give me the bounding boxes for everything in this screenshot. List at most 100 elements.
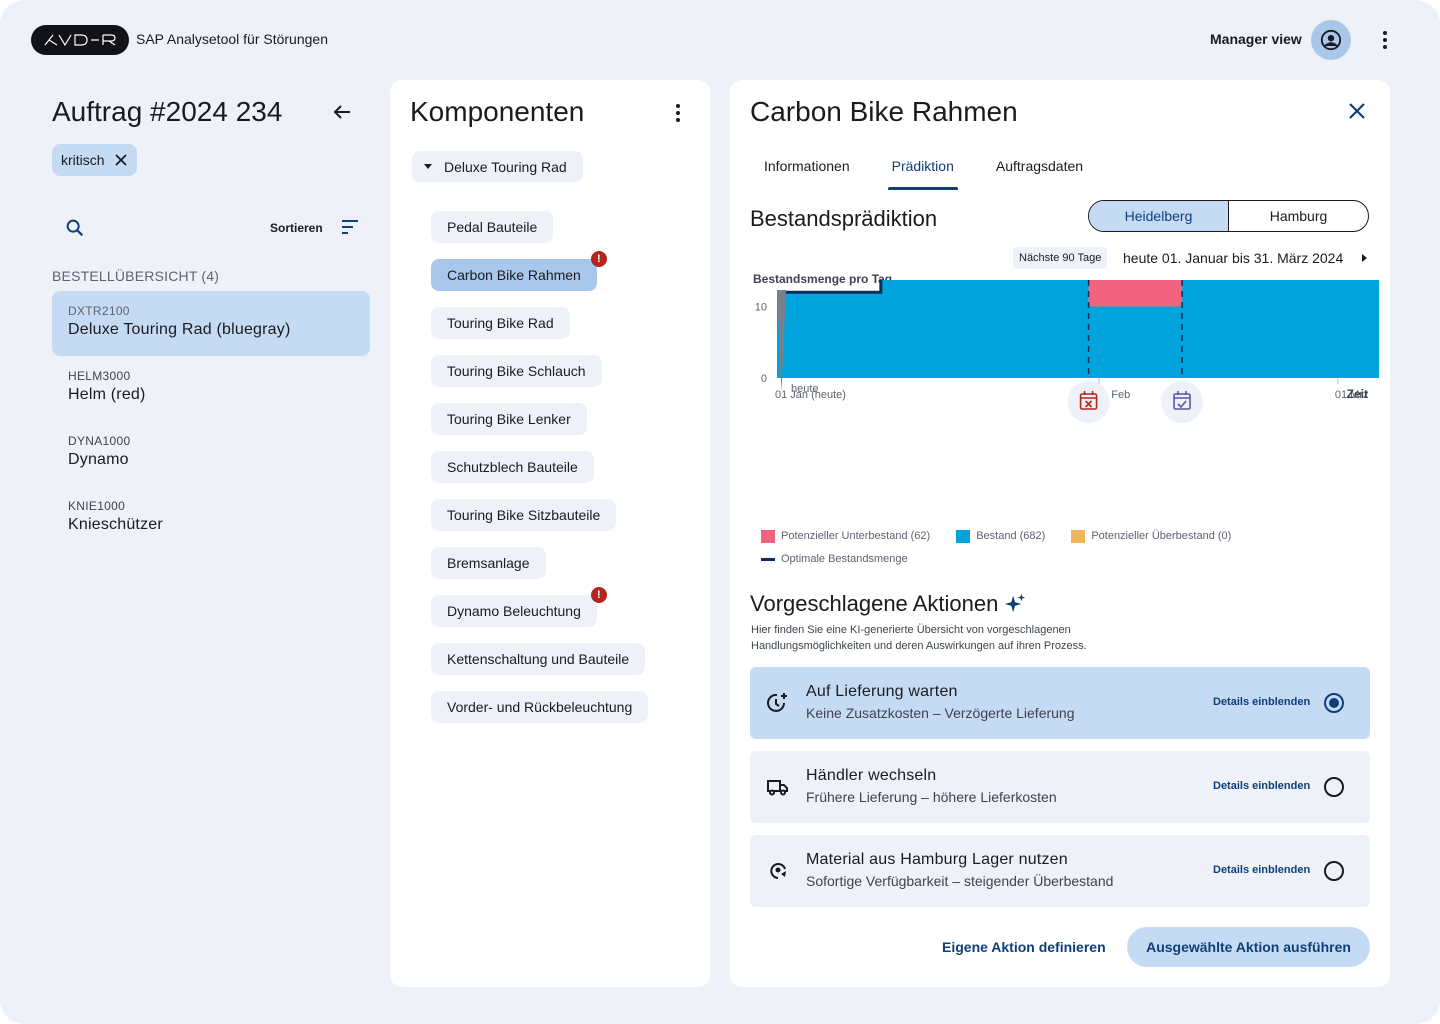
warning-badge-icon: ! bbox=[590, 587, 607, 603]
caret-down-icon bbox=[424, 164, 432, 169]
action-option[interactable]: Material aus Hamburg Lager nutzen Sofort… bbox=[750, 835, 1370, 907]
calendar-body bbox=[1173, 393, 1191, 410]
suggestions-heading: Vorgeschlagene Aktionen bbox=[750, 591, 1026, 617]
close-icon[interactable] bbox=[1348, 102, 1366, 120]
component-chip[interactable]: Touring Bike Sitzbauteile bbox=[431, 499, 617, 531]
order-overview-label: BESTELLÜBERSICHT (4) bbox=[52, 268, 220, 284]
action-details-link[interactable]: Details einblenden bbox=[1213, 696, 1311, 708]
event-bubble bbox=[1161, 381, 1204, 423]
action-details-link[interactable]: Details einblenden bbox=[1213, 780, 1311, 792]
component-label: Vorder- und Rückbeleuchtung bbox=[447, 699, 633, 715]
logo-mark bbox=[44, 34, 116, 46]
action-radio[interactable] bbox=[1324, 861, 1344, 881]
order-name: Helm (red) bbox=[68, 386, 146, 403]
action-title: Auf Lieferung warten bbox=[806, 683, 958, 700]
order-list-item[interactable]: KNIE1000 Knieschützer bbox=[52, 486, 370, 551]
component-chip[interactable]: Touring Bike Schlauch bbox=[431, 355, 602, 387]
legend-label: Optimale Bestandsmenge bbox=[781, 553, 908, 565]
order-list-item[interactable]: DXTR2100 Deluxe Touring Rad (bluegray) bbox=[52, 291, 370, 356]
user-avatar[interactable] bbox=[1311, 20, 1351, 60]
x-axis-label: Zeit bbox=[1347, 387, 1368, 401]
action-details-link[interactable]: Details einblenden bbox=[1213, 864, 1311, 876]
suggestions-description-line: Handlungsmöglichkeiten und deren Auswirk… bbox=[751, 640, 1087, 652]
component-chip[interactable]: Schutzblech Bauteile bbox=[431, 451, 594, 483]
component-label: Touring Bike Sitzbauteile bbox=[447, 507, 601, 523]
legend-swatch bbox=[761, 529, 775, 543]
component-label: Touring Bike Lenker bbox=[447, 411, 571, 427]
check-mark bbox=[1177, 400, 1187, 409]
component-chip[interactable]: Carbon Bike Rahmen! bbox=[431, 251, 607, 291]
order-code: DXTR2100 bbox=[68, 304, 130, 318]
execute-action-button[interactable]: Ausgewählte Aktion ausführen bbox=[1127, 927, 1370, 967]
tab-auftragsdaten[interactable]: Auftragsdaten bbox=[995, 158, 1084, 174]
action-radio[interactable] bbox=[1324, 777, 1344, 797]
sort-button[interactable]: Sortieren bbox=[270, 221, 323, 235]
component-label: Kettenschaltung und Bauteile bbox=[447, 651, 630, 667]
components-more-icon[interactable] bbox=[666, 104, 690, 122]
legend-item: Potenzieller Unterbestand (62) bbox=[761, 529, 931, 543]
component-chip[interactable]: Vorder- und Rückbeleuchtung bbox=[431, 691, 649, 723]
warning-badge-icon: ! bbox=[590, 251, 607, 267]
component-chip[interactable]: Bremsanlage bbox=[431, 547, 546, 579]
cancel-mark bbox=[1085, 400, 1093, 408]
custom-action-button[interactable]: Eigene Aktion definieren bbox=[942, 939, 1106, 955]
order-title: Auftrag #2024 234 bbox=[52, 96, 283, 127]
order-list-item[interactable]: HELM3000 Helm (red) bbox=[52, 356, 370, 421]
location-hamburg-button[interactable]: Hamburg bbox=[1269, 208, 1328, 224]
component-chip[interactable]: Pedal Bauteile bbox=[431, 211, 554, 243]
component-chip[interactable]: Kettenschaltung und Bauteile bbox=[431, 643, 646, 675]
suggestions-description-line: Hier finden Sie eine KI-generierte Übers… bbox=[751, 624, 1071, 636]
action-option[interactable]: Auf Lieferung warten Keine Zusatzkosten … bbox=[750, 667, 1370, 739]
detail-tabs: Informationen Prädiktion Auftragsdaten bbox=[750, 150, 1111, 190]
component-chip[interactable]: Touring Bike Lenker bbox=[431, 403, 587, 435]
chart-markers: heute bbox=[777, 280, 1204, 423]
stock-area bbox=[777, 280, 1379, 378]
component-label: Carbon Bike Rahmen bbox=[447, 267, 581, 283]
action-title: Händler wechseln bbox=[806, 767, 937, 784]
tab-informationen[interactable]: Informationen bbox=[764, 158, 850, 174]
action-option[interactable]: Händler wechseln Frühere Lieferung – höh… bbox=[750, 751, 1370, 823]
manager-view-label[interactable]: Manager view bbox=[1210, 31, 1302, 47]
action-radio[interactable] bbox=[1324, 693, 1344, 713]
order-list: DXTR2100 Deluxe Touring Rad (bluegray) H… bbox=[52, 291, 370, 551]
legend-swatch bbox=[761, 557, 775, 561]
order-name: Knieschützer bbox=[68, 516, 163, 533]
app-title: SAP Analysetool für Störungen bbox=[136, 31, 328, 47]
order-list-item[interactable]: DYNA1000 Dynamo bbox=[52, 421, 370, 486]
suggestions-title: Vorgeschlagene Aktionen bbox=[750, 591, 999, 616]
component-label: Dynamo Beleuchtung bbox=[447, 603, 581, 619]
sort-icon[interactable] bbox=[340, 218, 360, 236]
calendar-check-icon bbox=[1161, 381, 1204, 423]
search-icon[interactable] bbox=[64, 217, 86, 239]
action-list: Auf Lieferung warten Keine Zusatzkosten … bbox=[750, 667, 1370, 919]
legend-item: Bestand (682) bbox=[956, 529, 1045, 543]
legend-swatch bbox=[1071, 529, 1086, 543]
legend-item: Optimale Bestandsmenge bbox=[761, 553, 908, 565]
order-name: Dynamo bbox=[68, 451, 129, 468]
component-chip[interactable]: Dynamo Beleuchtung! bbox=[431, 587, 607, 627]
component-chip[interactable]: Touring Bike Rad bbox=[431, 307, 570, 339]
location-heidelberg-button[interactable]: Heidelberg bbox=[1089, 201, 1229, 231]
chart-legend: Potenzieller Unterbestand (62) Bestand (… bbox=[761, 529, 1361, 575]
more-menu-icon[interactable] bbox=[1373, 31, 1397, 49]
component-label: Pedal Bauteile bbox=[447, 219, 538, 235]
range-tag[interactable]: Nächste 90 Tage bbox=[1013, 247, 1108, 269]
y-tick-label: 0 bbox=[761, 373, 767, 385]
legend-swatch bbox=[956, 529, 971, 543]
optimal-line bbox=[777, 280, 883, 294]
range-next-icon[interactable] bbox=[1362, 254, 1367, 262]
component-list: Pedal Bauteile Carbon Bike Rahmen! Touri… bbox=[431, 211, 649, 739]
calendar-body bbox=[1079, 393, 1098, 410]
clock-plus-icon bbox=[767, 693, 787, 712]
close-icon[interactable] bbox=[114, 154, 127, 166]
location-toggle: Heidelberg Hamburg bbox=[1088, 200, 1369, 232]
legend-label: Potenzieller Überbestand (0) bbox=[1091, 530, 1232, 542]
order-code: KNIE1000 bbox=[68, 499, 126, 513]
tab-praediktion[interactable]: Prädiktion bbox=[878, 150, 968, 190]
filter-chip-critical[interactable]: kritisch bbox=[52, 144, 137, 176]
back-arrow-icon[interactable] bbox=[330, 100, 354, 124]
legend-label: Potenzieller Unterbestand (62) bbox=[781, 530, 931, 542]
component-parent-toggle[interactable]: Deluxe Touring Rad bbox=[412, 151, 583, 182]
